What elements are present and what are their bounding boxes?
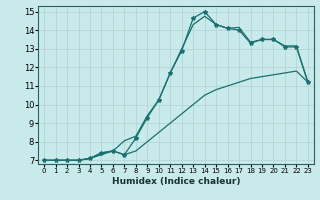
X-axis label: Humidex (Indice chaleur): Humidex (Indice chaleur) [112, 177, 240, 186]
